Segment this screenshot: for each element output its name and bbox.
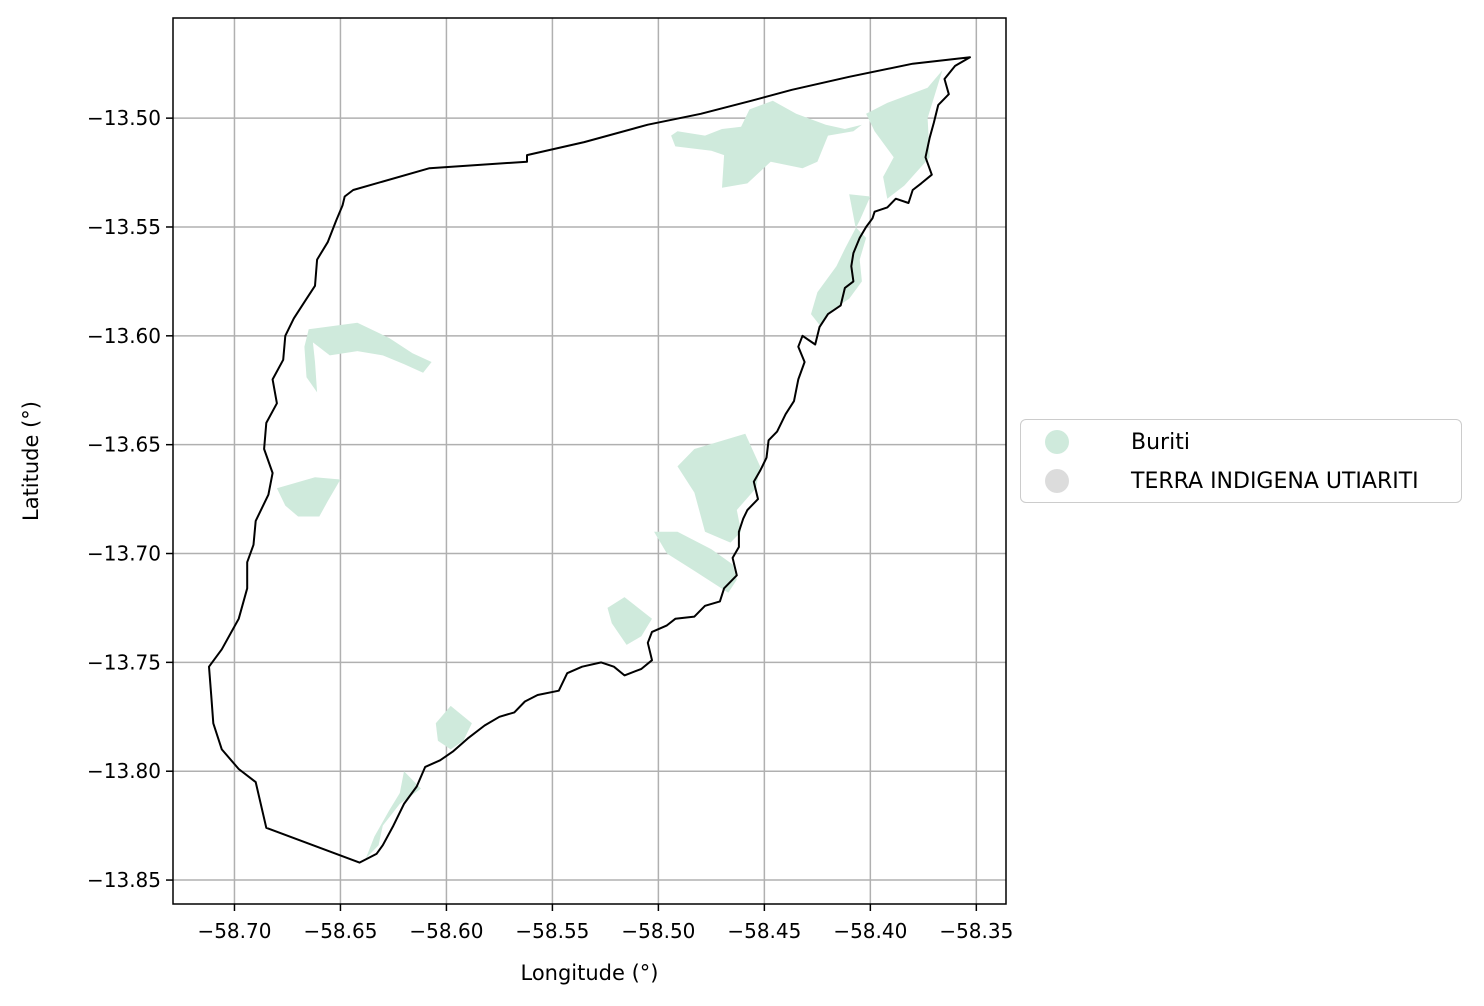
buriti-area xyxy=(677,433,761,543)
buriti-areas xyxy=(276,70,943,859)
buriti-area xyxy=(671,100,862,188)
x-tick-label: −58.40 xyxy=(833,919,907,943)
y-tick-label: −13.55 xyxy=(87,215,161,239)
y-tick-label: −13.75 xyxy=(87,650,161,674)
legend-swatch-territory xyxy=(1045,469,1069,493)
buriti-area xyxy=(304,322,432,393)
plot-frame xyxy=(172,17,1007,905)
buriti-area xyxy=(435,705,472,750)
y-tick-label: −13.80 xyxy=(87,759,161,783)
buriti-area xyxy=(276,477,341,517)
y-axis-label: Latitude (°) xyxy=(19,401,43,521)
y-tick-label: −13.60 xyxy=(87,324,161,348)
boundary-outline xyxy=(208,56,971,864)
legend-item-territory: TERRA INDIGENA UTIARITI xyxy=(1045,466,1419,496)
legend: Buriti TERRA INDIGENA UTIARITI xyxy=(1020,419,1462,503)
axis-ticks: −58.70 −58.65 −58.60 −58.55 −58.50 −58.45 −58.… xyxy=(87,106,1013,943)
y-tick-label: −13.85 xyxy=(87,868,161,892)
y-tick-label: −13.65 xyxy=(87,433,161,457)
legend-item-buriti: Buriti xyxy=(1045,427,1190,457)
x-tick-label: −58.50 xyxy=(621,919,695,943)
y-tick-label: −13.50 xyxy=(87,106,161,130)
x-tick-label: −58.55 xyxy=(515,919,589,943)
legend-label-buriti: Buriti xyxy=(1131,429,1190,455)
buriti-area xyxy=(654,531,737,593)
x-tick-label: −58.65 xyxy=(303,919,377,943)
legend-label-territory: TERRA INDIGENA UTIARITI xyxy=(1131,468,1419,494)
buriti-area xyxy=(365,771,421,859)
legend-swatch-buriti xyxy=(1045,430,1069,454)
buriti-area xyxy=(607,597,652,645)
buriti-area xyxy=(811,194,871,325)
x-tick-label: −58.45 xyxy=(727,919,801,943)
grid-lines xyxy=(173,18,1006,904)
territory-boundary xyxy=(208,56,971,864)
x-tick-label: −58.60 xyxy=(409,919,483,943)
x-axis-label: Longitude (°) xyxy=(520,961,658,985)
x-tick-label: −58.70 xyxy=(197,919,271,943)
buriti-area xyxy=(866,70,943,199)
y-tick-label: −13.70 xyxy=(87,542,161,566)
x-tick-label: −58.35 xyxy=(939,919,1013,943)
